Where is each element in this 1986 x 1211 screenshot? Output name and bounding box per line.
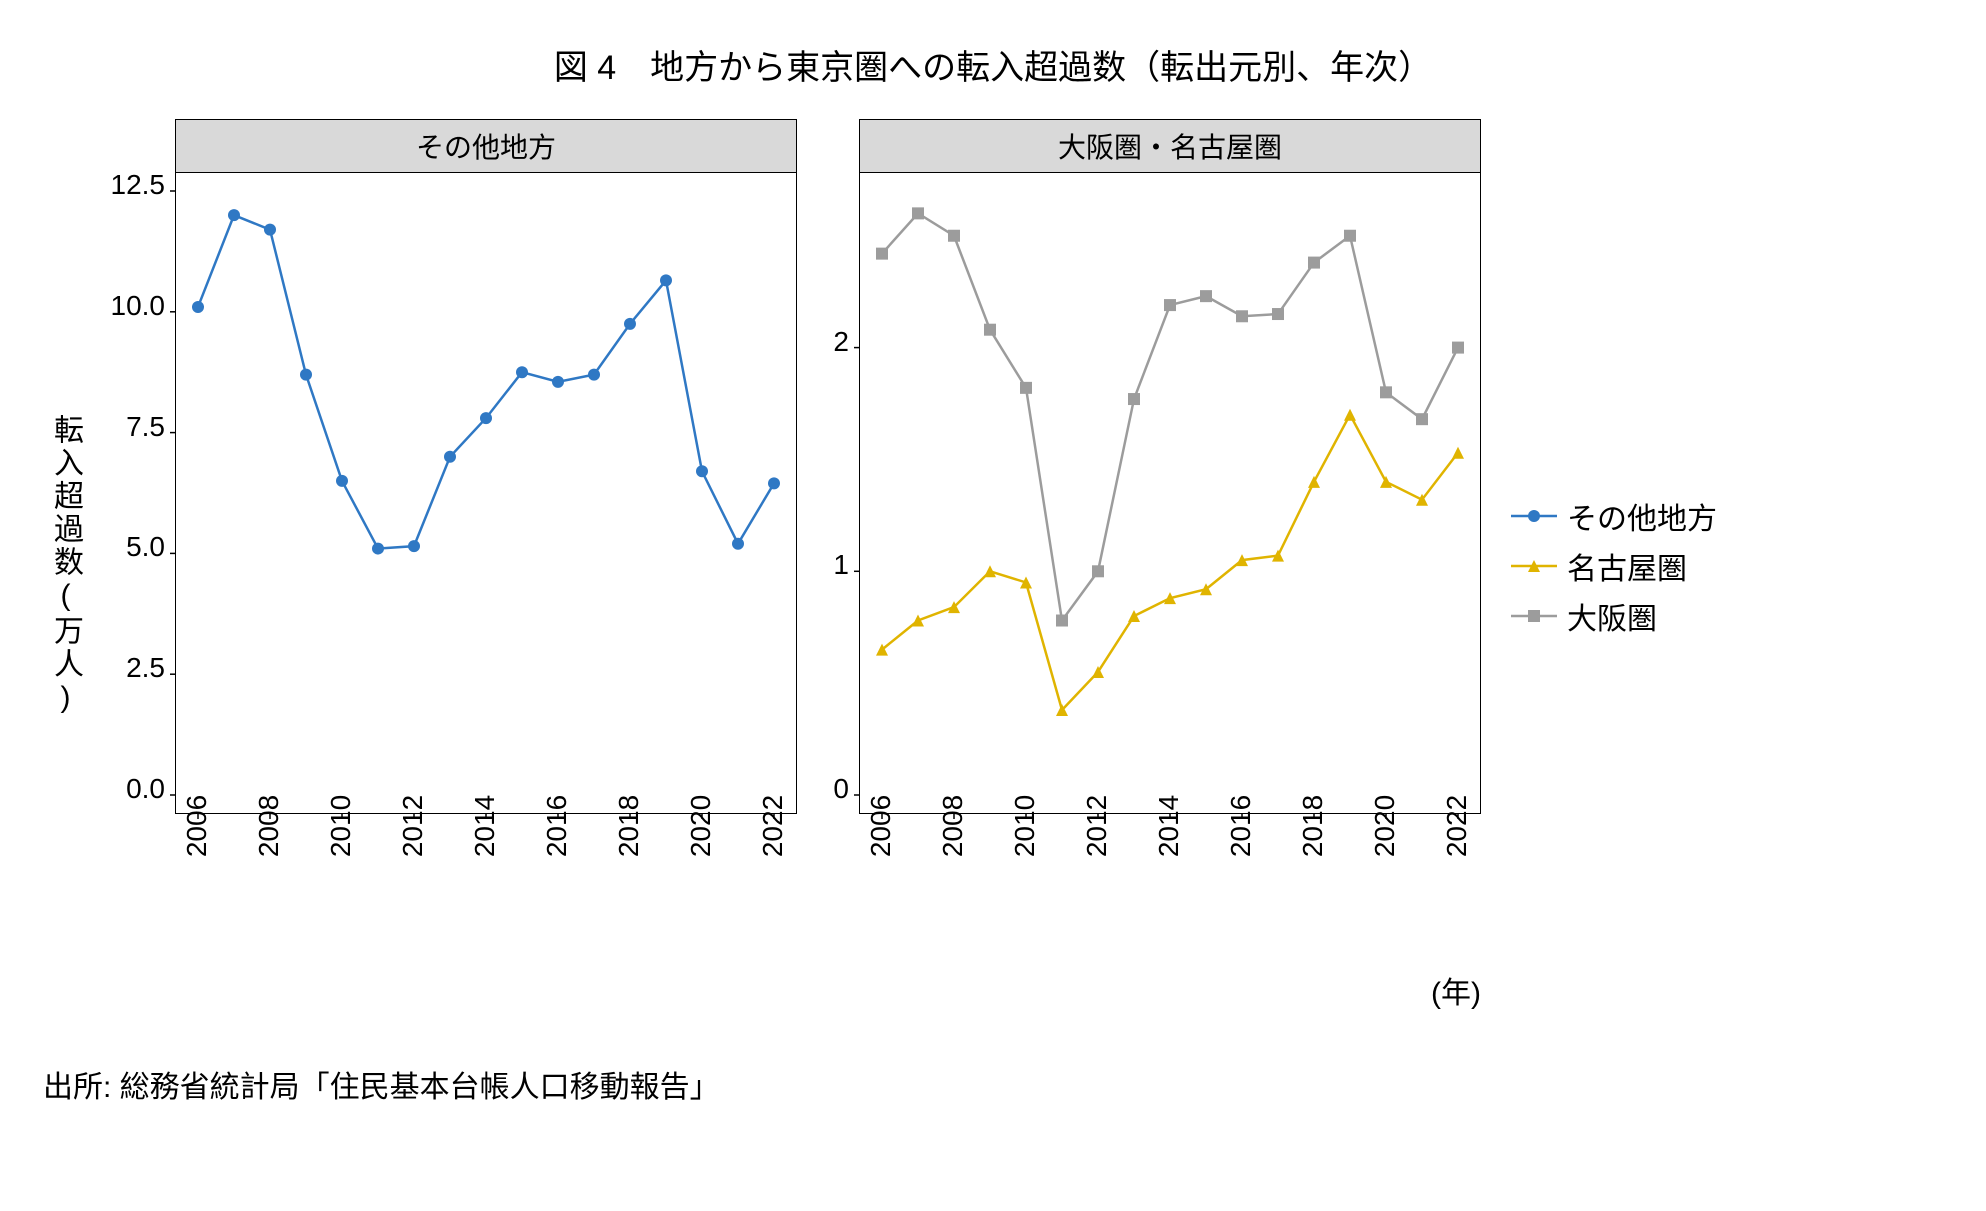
x-tick-label: 2018 bbox=[613, 795, 645, 857]
x-tick-label: 2014 bbox=[469, 795, 501, 857]
legend-label: その他地方 bbox=[1567, 494, 1717, 538]
panel-right: 大阪圏・名古屋圏 2006200820102012201420162018202… bbox=[859, 119, 1481, 1012]
y-tick-labels-right: 0 1 2 bbox=[813, 167, 859, 807]
x-tick-label: 2022 bbox=[757, 795, 789, 857]
x-tick-label: 2020 bbox=[685, 795, 717, 857]
x-tick-label: 2016 bbox=[1225, 795, 1257, 857]
y-tick-labels-left: 0.0 2.5 5.0 7.5 10.0 12.5 bbox=[95, 167, 175, 807]
y-tick-label: 0 bbox=[813, 773, 849, 805]
legend-item: 大阪圏 bbox=[1511, 594, 1717, 638]
y-tick-label: 12.5 bbox=[95, 169, 165, 201]
legend: その他地方名古屋圏大阪圏 bbox=[1511, 488, 1717, 644]
legend-swatch-icon bbox=[1511, 515, 1557, 517]
x-axis-unit: (年) bbox=[859, 968, 1481, 1012]
y-tick-label: 5.0 bbox=[95, 531, 165, 563]
x-tick-label: 2014 bbox=[1153, 795, 1185, 857]
legend-swatch-icon bbox=[1511, 615, 1557, 617]
x-tick-label: 2018 bbox=[1297, 795, 1329, 857]
legend-label: 大阪圏 bbox=[1567, 594, 1657, 638]
x-tick-label: 2012 bbox=[1081, 795, 1113, 857]
y-axis-label: 転入超過数(万人) bbox=[43, 414, 87, 717]
y-tick-label: 7.5 bbox=[95, 411, 165, 443]
figure-title: 図 4 地方から東京圏への転入超過数（転出元別、年次） bbox=[43, 40, 1943, 89]
x-tick-label: 2020 bbox=[1369, 795, 1401, 857]
chart-right bbox=[859, 172, 1481, 814]
x-tick-label: 2012 bbox=[397, 795, 429, 857]
chart-left bbox=[175, 172, 797, 814]
y-tick-label: 2 bbox=[813, 326, 849, 358]
x-tick-label: 2010 bbox=[1009, 795, 1041, 857]
y-tick-label: 2.5 bbox=[95, 652, 165, 684]
x-tick-label: 2008 bbox=[937, 795, 969, 857]
legend-swatch-icon bbox=[1511, 565, 1557, 567]
facet-strip-left: その他地方 bbox=[175, 119, 797, 172]
x-tick-label: 2022 bbox=[1441, 795, 1473, 857]
x-tick-labels-right: 200620082010201220142016201820202022 bbox=[859, 814, 1479, 964]
legend-label: 名古屋圏 bbox=[1567, 544, 1687, 588]
y-tick-label: 10.0 bbox=[95, 290, 165, 322]
x-tick-labels-left: 200620082010201220142016201820202022 bbox=[175, 814, 795, 964]
legend-item: 名古屋圏 bbox=[1511, 544, 1717, 588]
y-tick-label: 1 bbox=[813, 549, 849, 581]
x-tick-label: 2016 bbox=[541, 795, 573, 857]
figure: 図 4 地方から東京圏への転入超過数（転出元別、年次） 転入超過数(万人) 0.… bbox=[43, 40, 1943, 1106]
facet-strip-right: 大阪圏・名古屋圏 bbox=[859, 119, 1481, 172]
x-tick-label: 2006 bbox=[181, 795, 213, 857]
x-tick-label: 2006 bbox=[865, 795, 897, 857]
source-citation: 出所: 総務省統計局「住民基本台帳人口移動報告」 bbox=[43, 1062, 1943, 1106]
legend-item: その他地方 bbox=[1511, 494, 1717, 538]
x-tick-label: 2008 bbox=[253, 795, 285, 857]
panels-row: 転入超過数(万人) 0.02.55.07.510.012.5 その他地方 200… bbox=[43, 119, 1943, 1012]
panel-left: その他地方 2006200820102012201420162018202020… bbox=[175, 119, 797, 964]
y-tick-label: 0.0 bbox=[95, 773, 165, 805]
x-tick-label: 2010 bbox=[325, 795, 357, 857]
